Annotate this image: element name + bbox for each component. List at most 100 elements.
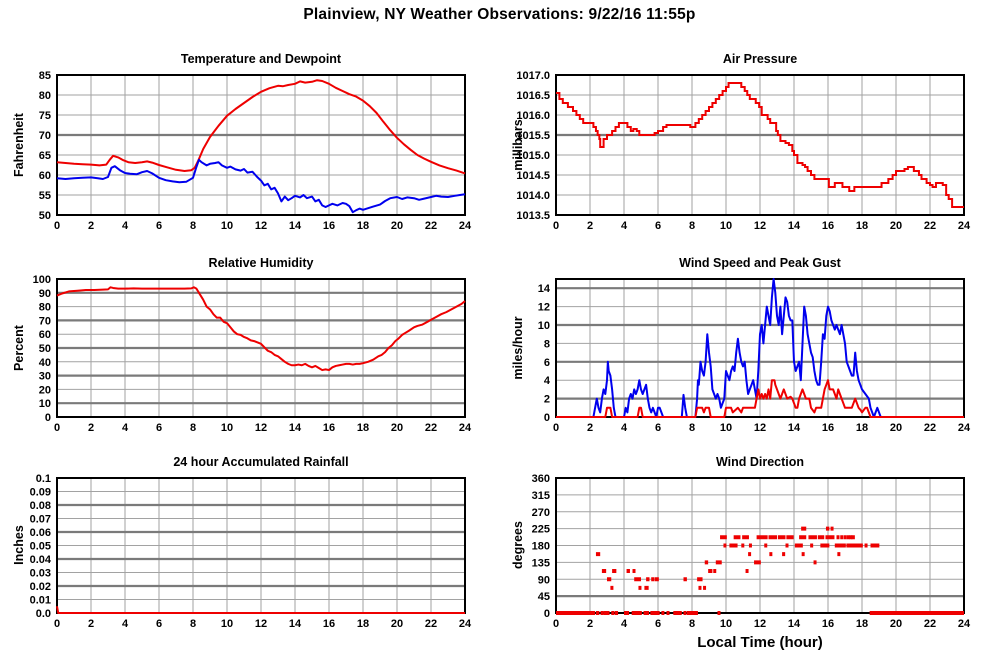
svg-text:22: 22 xyxy=(425,422,437,434)
svg-text:10: 10 xyxy=(538,320,550,332)
svg-text:18: 18 xyxy=(357,220,369,232)
svg-text:8: 8 xyxy=(689,422,695,434)
svg-text:0: 0 xyxy=(553,618,559,630)
svg-text:50: 50 xyxy=(39,210,51,222)
svg-text:0: 0 xyxy=(553,220,559,232)
svg-text:6: 6 xyxy=(544,357,550,369)
svg-text:12: 12 xyxy=(754,422,766,434)
wind-direction-chart: Wind Direction degrees 0 2 4 6 8 10 12 14 16 18 20… xyxy=(499,453,999,651)
svg-text:12: 12 xyxy=(754,220,766,232)
svg-text:14: 14 xyxy=(289,422,302,434)
chart-title: Wind Speed and Peak Gust xyxy=(679,256,841,270)
svg-text:2: 2 xyxy=(587,220,593,232)
svg-text:0: 0 xyxy=(54,618,60,630)
svg-text:2: 2 xyxy=(88,220,94,232)
svg-text:8: 8 xyxy=(190,618,196,630)
chart-title: Temperature and Dewpoint xyxy=(180,52,342,66)
chart-title: Relative Humidity xyxy=(208,256,314,270)
svg-text:80: 80 xyxy=(39,90,51,102)
svg-text:14: 14 xyxy=(289,618,302,630)
svg-text:8: 8 xyxy=(544,338,550,350)
svg-text:30: 30 xyxy=(39,371,51,383)
svg-text:10: 10 xyxy=(720,220,732,232)
svg-text:0.07: 0.07 xyxy=(30,514,51,526)
svg-text:12: 12 xyxy=(538,302,550,314)
svg-text:1014.0: 1014.0 xyxy=(516,190,550,202)
svg-text:65: 65 xyxy=(39,150,51,162)
svg-text:4: 4 xyxy=(544,375,551,387)
svg-text:2: 2 xyxy=(587,618,593,630)
svg-text:40: 40 xyxy=(39,357,51,369)
svg-text:60: 60 xyxy=(39,170,51,182)
svg-text:0.03: 0.03 xyxy=(30,568,51,580)
x-axis-label: Local Time (hour) xyxy=(697,634,823,651)
svg-text:0: 0 xyxy=(45,412,51,424)
svg-text:6: 6 xyxy=(156,422,162,434)
svg-text:8: 8 xyxy=(190,422,196,434)
svg-text:1013.5: 1013.5 xyxy=(516,210,550,222)
svg-text:16: 16 xyxy=(822,220,834,232)
svg-text:10: 10 xyxy=(720,618,732,630)
svg-text:24: 24 xyxy=(459,422,472,434)
svg-text:45: 45 xyxy=(538,591,550,603)
rainfall-plot-area: 0 2 4 6 8 10 12 14 16 18 20 22 240.00.010.020.030.04… xyxy=(30,473,472,630)
svg-text:1014.5: 1014.5 xyxy=(516,170,550,182)
humidity-plot-area: 0 2 4 6 8 10 12 14 16 18 20 22 240102030405060708090… xyxy=(33,274,472,434)
svg-text:8: 8 xyxy=(689,618,695,630)
svg-text:24: 24 xyxy=(958,618,971,630)
svg-text:4: 4 xyxy=(621,422,628,434)
svg-text:0: 0 xyxy=(54,422,60,434)
svg-text:14: 14 xyxy=(788,220,801,232)
svg-text:14: 14 xyxy=(538,283,551,295)
svg-text:14: 14 xyxy=(289,220,302,232)
svg-text:20: 20 xyxy=(391,618,403,630)
svg-text:0.1: 0.1 xyxy=(36,473,51,485)
svg-text:8: 8 xyxy=(190,220,196,232)
svg-text:6: 6 xyxy=(655,422,661,434)
svg-text:4: 4 xyxy=(122,422,129,434)
svg-text:20: 20 xyxy=(391,220,403,232)
svg-text:16: 16 xyxy=(822,618,834,630)
svg-text:8: 8 xyxy=(689,220,695,232)
svg-text:80: 80 xyxy=(39,302,51,314)
svg-text:22: 22 xyxy=(924,618,936,630)
svg-text:10: 10 xyxy=(221,422,233,434)
svg-text:4: 4 xyxy=(122,220,129,232)
svg-text:20: 20 xyxy=(391,422,403,434)
svg-text:10: 10 xyxy=(39,398,51,410)
svg-text:1015.0: 1015.0 xyxy=(516,150,550,162)
svg-text:0: 0 xyxy=(544,608,550,620)
pressure-plot-area: 0 2 4 6 8 10 12 14 16 18 20 22 241013.51014.01014.51… xyxy=(516,70,971,232)
svg-text:12: 12 xyxy=(255,618,267,630)
svg-text:0.01: 0.01 xyxy=(30,595,51,607)
chart-title: Air Pressure xyxy=(722,52,798,66)
svg-text:100: 100 xyxy=(33,274,51,286)
svg-text:20: 20 xyxy=(890,422,902,434)
svg-text:1017.0: 1017.0 xyxy=(516,70,550,82)
svg-text:2: 2 xyxy=(88,618,94,630)
svg-text:0.05: 0.05 xyxy=(30,541,51,553)
svg-text:1015.5: 1015.5 xyxy=(516,130,550,142)
svg-text:20: 20 xyxy=(890,220,902,232)
svg-text:12: 12 xyxy=(255,220,267,232)
svg-text:315: 315 xyxy=(532,490,550,502)
svg-text:270: 270 xyxy=(532,507,550,519)
svg-text:6: 6 xyxy=(156,618,162,630)
svg-text:0: 0 xyxy=(54,220,60,232)
svg-text:6: 6 xyxy=(655,618,661,630)
svg-text:22: 22 xyxy=(425,220,437,232)
svg-text:0: 0 xyxy=(544,412,550,424)
svg-text:2: 2 xyxy=(544,394,550,406)
svg-text:14: 14 xyxy=(788,618,801,630)
svg-text:60: 60 xyxy=(39,329,51,341)
svg-text:0.08: 0.08 xyxy=(30,500,51,512)
svg-text:2: 2 xyxy=(88,422,94,434)
svg-text:0.02: 0.02 xyxy=(30,581,51,593)
svg-text:12: 12 xyxy=(255,422,267,434)
svg-text:10: 10 xyxy=(221,220,233,232)
air-pressure-chart: Air Pressure millibars 0 2 4 6 8 10 12 14 16 18 20… xyxy=(499,50,999,248)
svg-text:24: 24 xyxy=(459,220,472,232)
svg-text:50: 50 xyxy=(39,343,51,355)
